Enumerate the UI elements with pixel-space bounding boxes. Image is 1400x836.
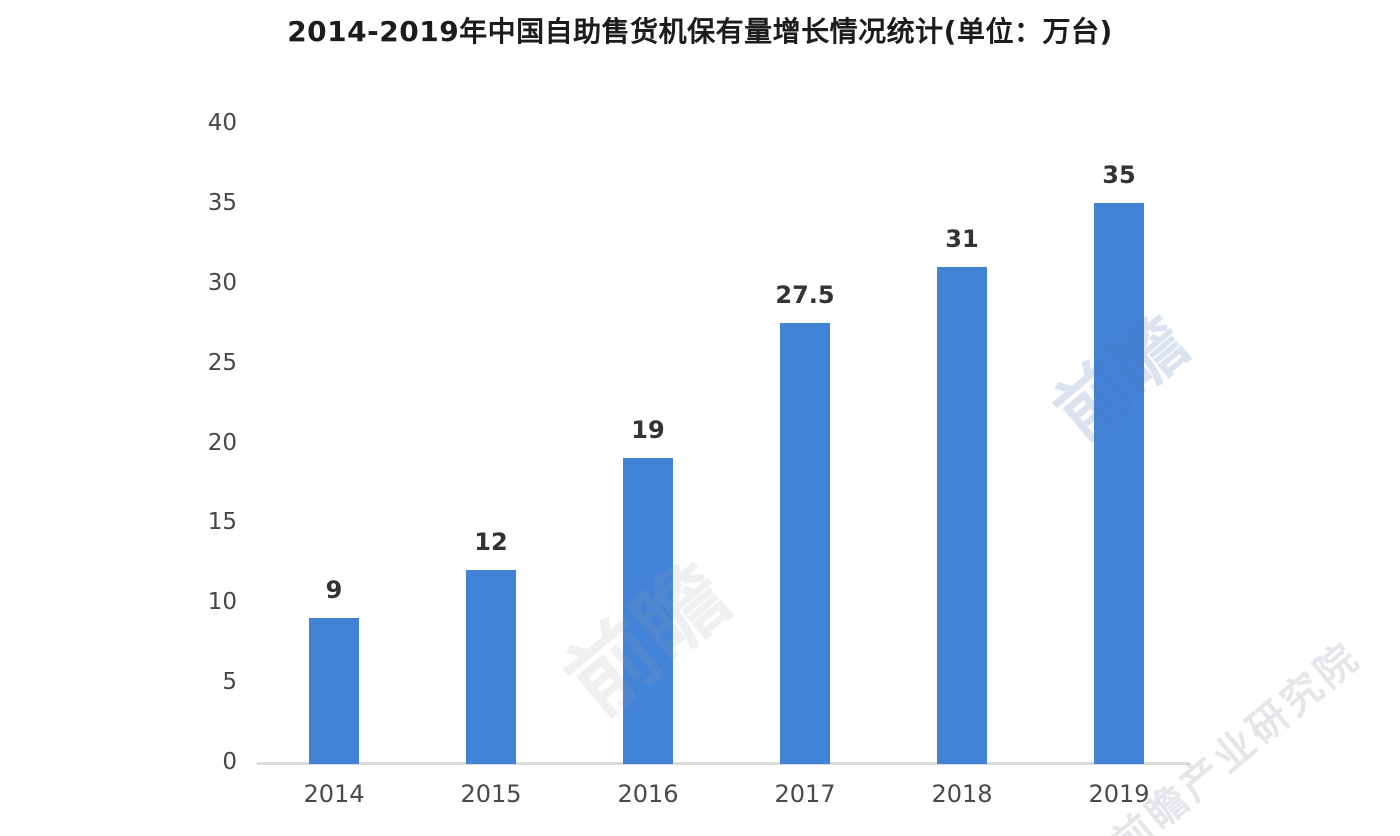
bar-2016	[623, 458, 673, 764]
x-tick-label: 2019	[1088, 780, 1150, 808]
bar-value-label: 35	[1102, 160, 1136, 189]
bar-2018	[937, 266, 987, 764]
y-tick-label: 25	[207, 349, 237, 376]
bar-2014	[309, 618, 359, 764]
bar-value-label: 19	[631, 416, 665, 445]
x-axis-line	[257, 762, 1190, 765]
y-tick-label: 5	[222, 669, 237, 696]
x-tick-label: 2018	[931, 780, 993, 808]
bar-2017	[780, 322, 830, 764]
bar-value-label: 12	[474, 528, 508, 557]
bar-value-label: 27.5	[775, 280, 835, 309]
bar-value-label: 9	[325, 576, 343, 605]
y-tick-label: 15	[207, 509, 237, 536]
bar-2019	[1094, 202, 1144, 764]
y-tick-label: 20	[207, 429, 237, 456]
y-tick-label: 10	[207, 589, 237, 616]
bar-2015	[466, 570, 516, 764]
x-tick-label: 2015	[460, 780, 522, 808]
y-tick-label: 0	[222, 749, 237, 775]
x-tick-label: 2016	[617, 780, 679, 808]
y-tick-label: 40	[207, 110, 237, 136]
chart-title: 2014-2019年中国自助售货机保有量增长情况统计(单位：万台)	[287, 15, 1113, 48]
y-tick-label: 35	[207, 189, 237, 216]
x-tick-label: 2017	[774, 780, 836, 808]
bar-value-label: 31	[945, 224, 979, 253]
x-tick-label: 2014	[303, 780, 365, 808]
y-tick-label: 30	[207, 269, 237, 296]
